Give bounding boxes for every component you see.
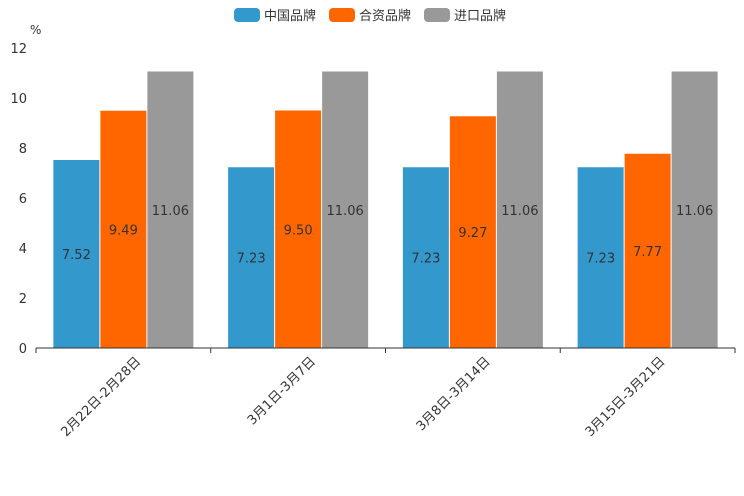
y-tick-label: 8 <box>19 142 27 157</box>
bar-value-label: 7.52 <box>62 248 91 263</box>
bar-3-1 <box>147 71 194 348</box>
y-axis-unit-label: % <box>30 23 41 37</box>
bar-2-3 <box>449 116 496 348</box>
bar-value-label: 7.23 <box>586 252 615 267</box>
bar-value-label: 11.06 <box>152 204 189 219</box>
bar-value-label: 11.06 <box>327 204 364 219</box>
x-tick-label: 3月1日-3月7日 <box>245 354 319 428</box>
bar-value-label: 9.49 <box>109 223 138 238</box>
x-axis: 2月22日-2月28日 3月1日-3月7日 3月8日-3月14日 3月15日-3月21… <box>35 348 736 440</box>
legend-swatch <box>234 8 260 22</box>
y-tick-label: 2 <box>19 292 27 307</box>
bar-value-label: 9.27 <box>458 226 487 241</box>
legend-label: 进口品牌 <box>454 8 506 24</box>
plot-area: 7.52 9.49 11.06 7.23 9.50 11.06 7.23 9.27 11.06 7… <box>53 71 718 348</box>
bar-value-label: 11.06 <box>501 204 538 219</box>
x-tick-label: 3月8日-3月14日 <box>414 354 494 434</box>
x-tick-label: 3月15日-3月21日 <box>583 354 669 440</box>
y-tick-label: 10 <box>10 92 27 107</box>
bar-1-2 <box>228 167 275 348</box>
y-axis: 0 2 4 6 8 10 12 <box>10 42 27 357</box>
bar-1-3 <box>402 167 449 348</box>
legend-label: 中国品牌 <box>264 8 316 24</box>
legend-swatch <box>329 8 355 22</box>
bar-2-4 <box>624 153 671 348</box>
bar-3-3 <box>496 71 543 348</box>
legend-label: 合资品牌 <box>359 8 411 24</box>
bar-value-label: 11.06 <box>676 204 713 219</box>
y-tick-label: 4 <box>19 242 27 257</box>
bar-3-2 <box>322 71 369 348</box>
legend: 中国品牌 合资品牌 进口品牌 <box>234 8 506 24</box>
x-tick-label: 2月22日-2月28日 <box>58 354 144 440</box>
bar-2-2 <box>275 110 322 348</box>
y-tick-label: 12 <box>10 42 27 57</box>
y-tick-label: 0 <box>19 342 27 357</box>
bar-value-label: 7.23 <box>237 252 266 267</box>
bar-value-label: 7.77 <box>633 245 662 260</box>
legend-swatch <box>424 8 450 22</box>
bar-3-4 <box>671 71 718 348</box>
bar-1-4 <box>577 167 624 348</box>
bar-2-1 <box>100 110 147 348</box>
bar-value-label: 9.50 <box>284 223 313 238</box>
bar-value-label: 7.23 <box>411 252 440 267</box>
bar-1-1 <box>53 160 100 348</box>
y-tick-label: 6 <box>19 192 27 207</box>
